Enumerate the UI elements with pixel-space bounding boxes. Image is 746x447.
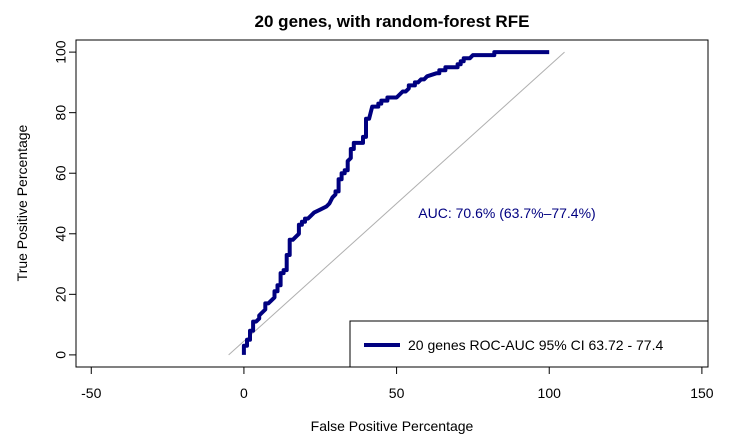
x-tick-label: 50 (389, 385, 405, 401)
y-tick-label: 20 (53, 286, 69, 302)
y-tick-label: 60 (53, 165, 69, 181)
chart-title: 20 genes, with random-forest RFE (255, 12, 530, 31)
x-tick-label: 100 (538, 385, 562, 401)
x-tick-label: 150 (690, 385, 714, 401)
x-tick-label: -50 (81, 385, 101, 401)
legend: 20 genes ROC-AUC 95% CI 63.72 - 77.4 (349, 320, 709, 368)
y-tick-label: 100 (53, 40, 69, 64)
plot-frame (75, 39, 709, 368)
auc-annotation: AUC: 70.6% (63.7%–77.4%) (418, 205, 595, 221)
legend-box (349, 320, 709, 368)
y-tick-label: 0 (53, 351, 69, 359)
x-axis: -50 0 50 100 150 (81, 366, 714, 401)
y-axis-label: True Positive Percentage (14, 124, 30, 281)
x-tick-label: 0 (240, 385, 248, 401)
chance-diagonal-line (228, 51, 565, 356)
legend-label: 20 genes ROC-AUC 95% CI 63.72 - 77.4 (408, 337, 663, 353)
y-axis: 0 20 40 60 80 100 (53, 40, 77, 359)
x-axis-label: False Positive Percentage (311, 418, 474, 434)
roc-curve-line (241, 50, 550, 355)
y-tick-label: 40 (53, 226, 69, 242)
y-tick-label: 80 (53, 105, 69, 121)
